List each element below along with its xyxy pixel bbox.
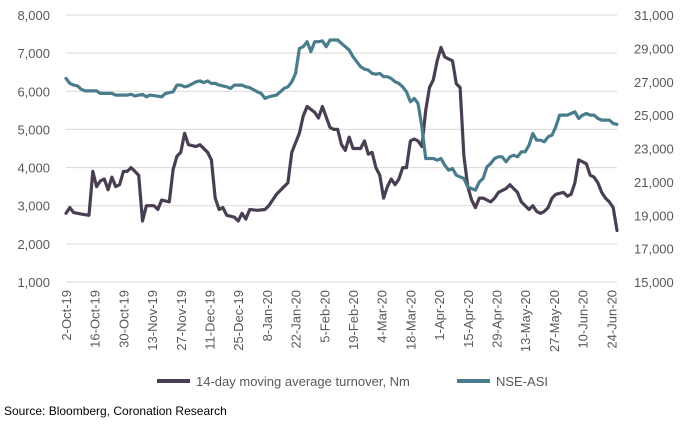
legend-label-asi: NSE-ASI (496, 374, 548, 389)
y-right-tick-label: 17,000 (634, 242, 674, 257)
x-tick-label: 19-Feb-20 (346, 290, 361, 350)
y-right-tick-label: 21,000 (634, 175, 674, 190)
y-right-tick-label: 15,000 (634, 275, 674, 290)
y-left-tick-label: 1,000 (17, 275, 50, 290)
legend: 14-day moving average turnover, Nm NSE-A… (157, 374, 548, 389)
x-tick-label: 10-Jun-20 (576, 290, 591, 349)
x-tick-label: 18-Mar-20 (403, 290, 418, 350)
x-tick-label: 1-Apr-20 (432, 290, 447, 341)
series-line-nse-asi (64, 38, 619, 192)
x-tick-label: 16-Oct-19 (88, 290, 103, 348)
x-tick-label: 8-Jan-20 (260, 290, 275, 341)
x-tick-label: 27-May-20 (547, 290, 562, 352)
x-tick-label: 25-Dec-19 (231, 290, 246, 351)
x-tick-label: 15-Apr-20 (461, 290, 476, 348)
y-left-tick-label: 6,000 (17, 84, 50, 99)
x-tick-label: 27-Nov-19 (174, 290, 189, 351)
y-right-tick-label: 27,000 (634, 75, 674, 90)
y-right-tick-label: 19,000 (634, 208, 674, 223)
x-tick-label: 13-May-20 (518, 290, 533, 352)
legend-label-turnover: 14-day moving average turnover, Nm (196, 374, 410, 389)
series-lines (64, 38, 619, 233)
x-tick-label: 11-Dec-19 (202, 290, 217, 350)
y-left-tick-label: 8,000 (17, 8, 50, 23)
x-tick-label: 5-Feb-20 (317, 290, 332, 343)
y-axis-right: 15,000 17,000 19,000 21,000 23,000 25,000 27,0… (634, 8, 674, 290)
y-left-tick-label: 7,000 (17, 46, 50, 61)
y-left-tick-label: 4,000 (17, 161, 50, 176)
y-right-tick-label: 25,000 (634, 108, 674, 123)
x-tick-label: 22-Jan-20 (289, 290, 304, 349)
y-right-tick-label: 23,000 (634, 142, 674, 157)
source-note: Source: Bloomberg, Coronation Research (4, 404, 227, 418)
x-tick-label: 29-Apr-20 (489, 290, 504, 348)
gridlines (66, 14, 617, 283)
x-tick-label: 4-Mar-20 (375, 290, 390, 343)
series-line-turnover (64, 45, 619, 233)
y-axis-left: 1,000 2,000 3,000 4,000 5,000 6,000 7,000 8,000 (17, 8, 50, 290)
y-right-tick-label: 29,000 (634, 41, 674, 56)
y-left-tick-label: 5,000 (17, 122, 50, 137)
x-tick-label: 24-Jun-20 (604, 290, 619, 349)
y-left-tick-label: 3,000 (17, 199, 50, 214)
chart: 2-Oct-19 16-Oct-19 30-Oct-19 13-Nov-19 27-No… (17, 8, 674, 389)
y-left-tick-label: 2,000 (17, 237, 50, 252)
x-tick-label: 13-Nov-19 (145, 290, 160, 351)
x-tick-label: 2-Oct-19 (59, 290, 74, 341)
x-tick-label: 30-Oct-19 (116, 290, 131, 348)
y-right-tick-label: 31,000 (634, 8, 674, 23)
x-axis: 2-Oct-19 16-Oct-19 30-Oct-19 13-Nov-19 27-No… (59, 290, 619, 352)
